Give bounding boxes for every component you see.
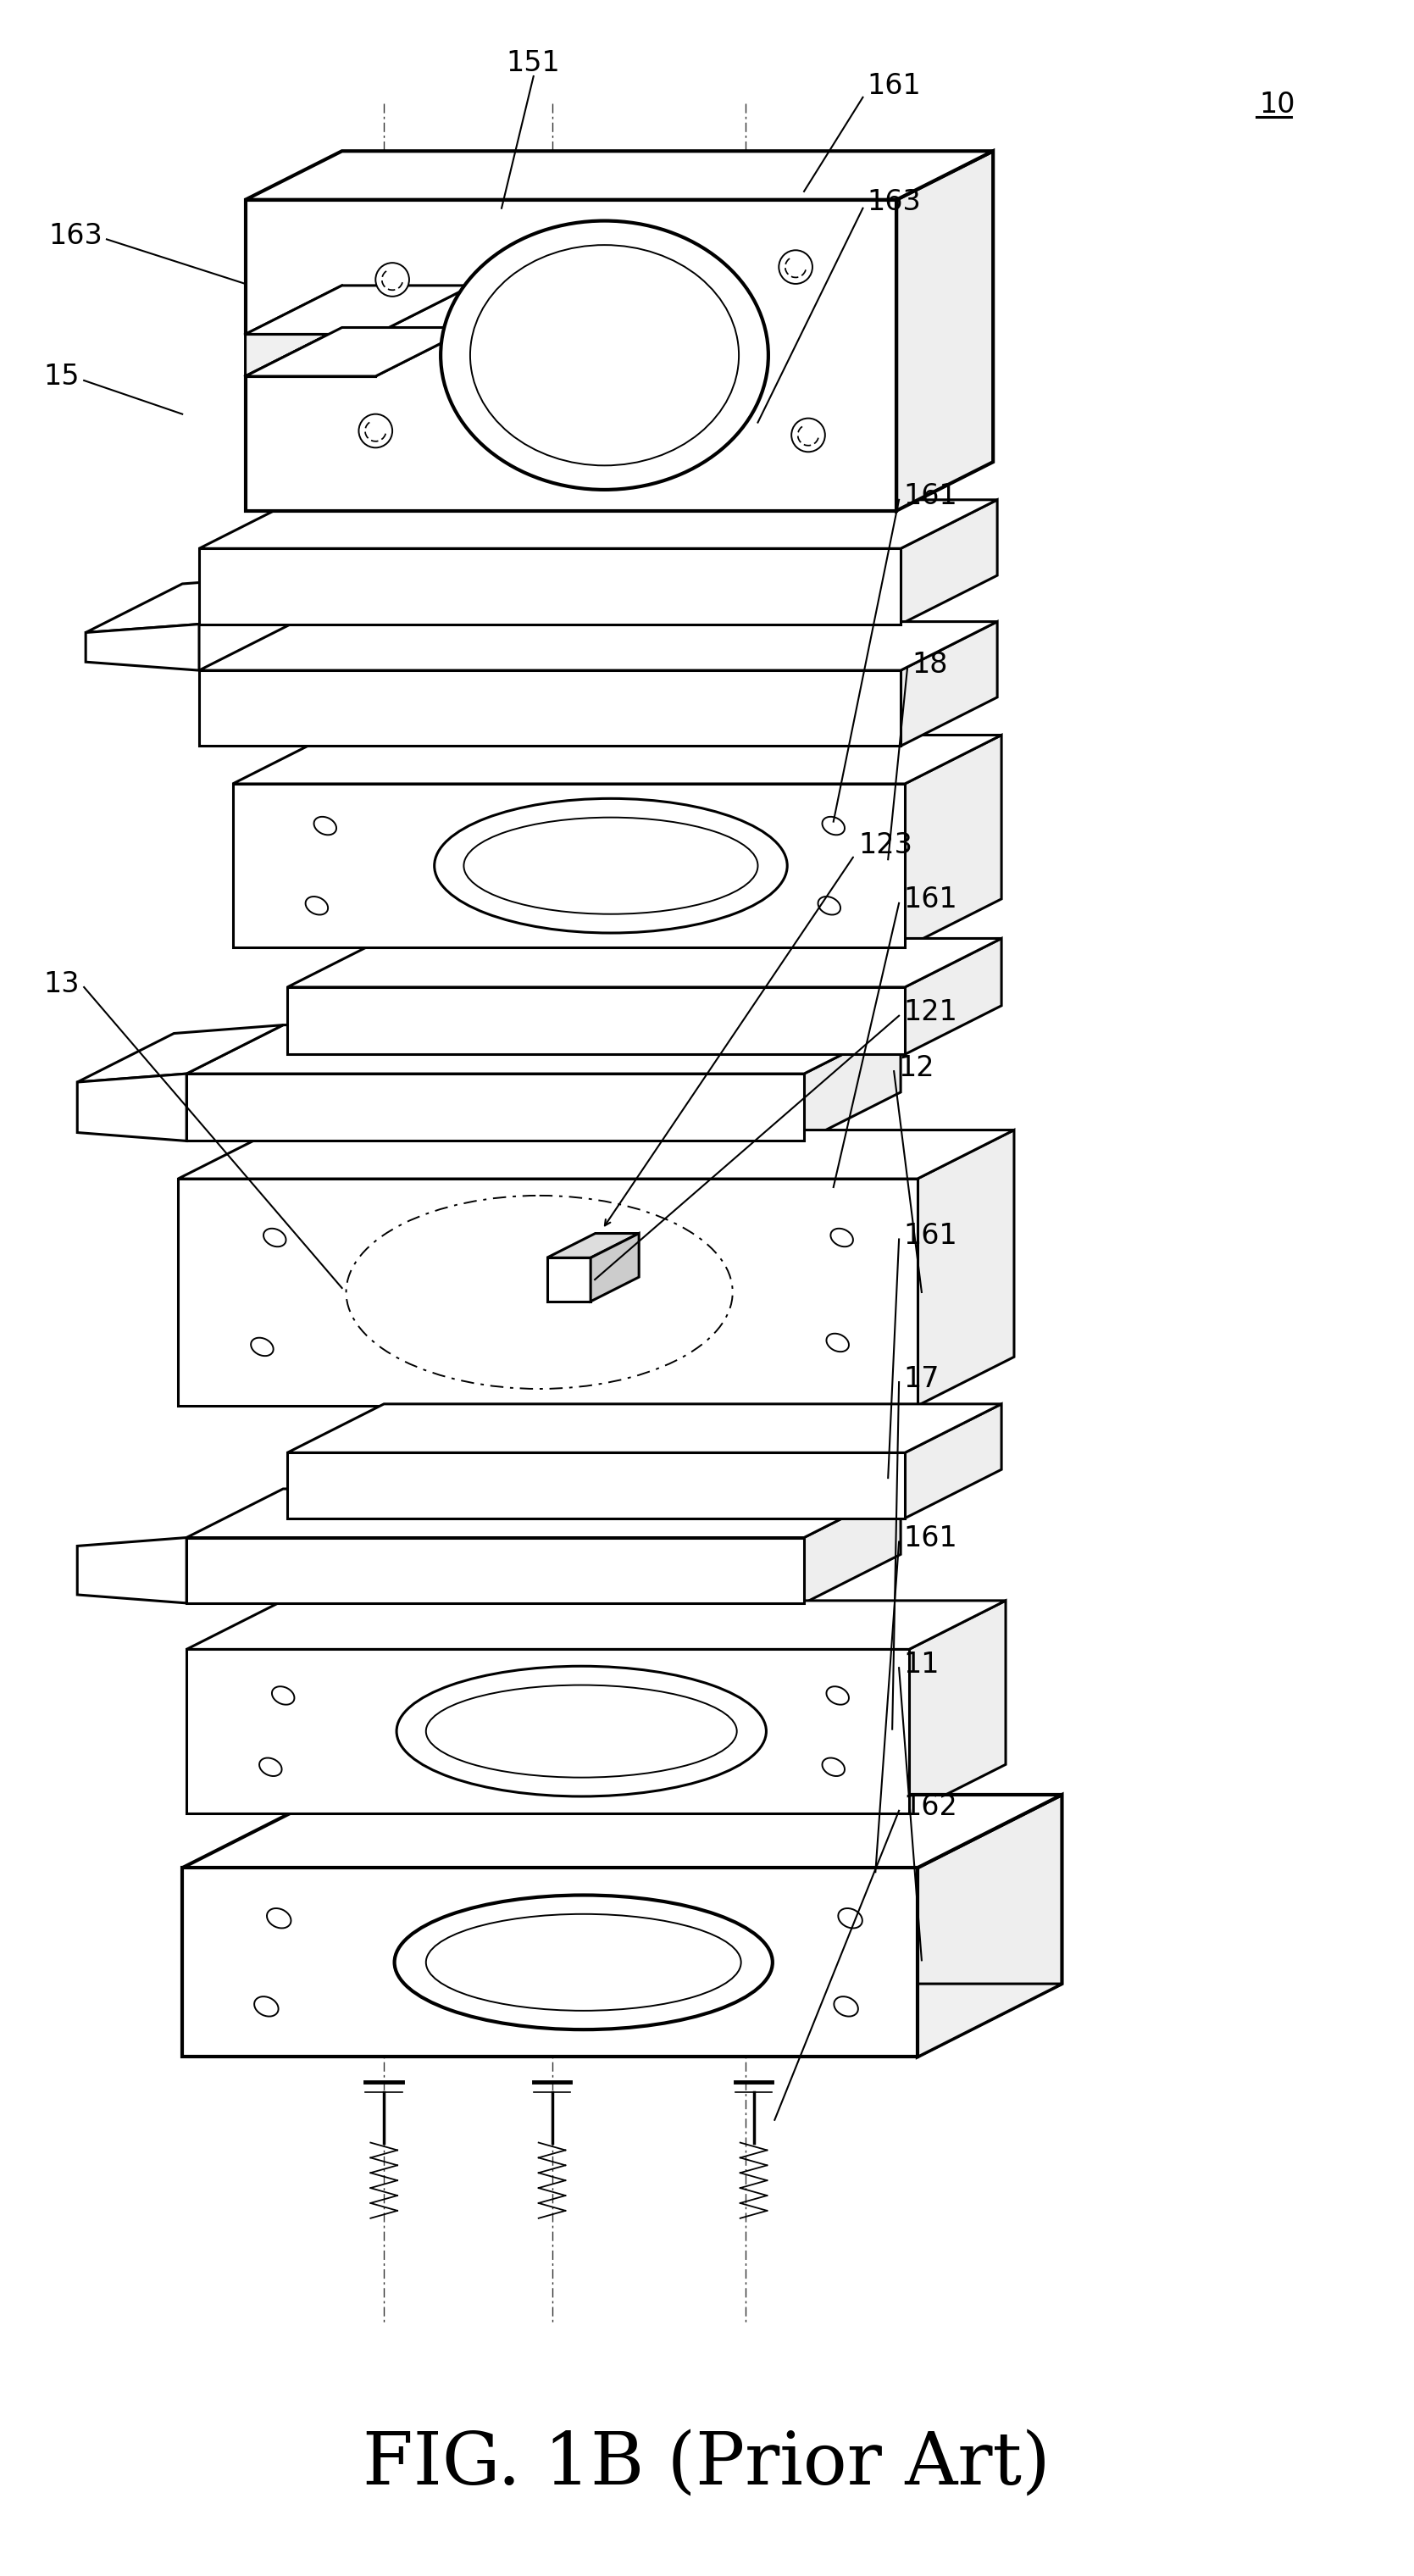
Polygon shape xyxy=(901,621,997,747)
Circle shape xyxy=(359,415,392,448)
Polygon shape xyxy=(187,1025,901,1074)
Polygon shape xyxy=(86,623,199,670)
Ellipse shape xyxy=(263,1229,286,1247)
Text: 163: 163 xyxy=(48,222,102,250)
Ellipse shape xyxy=(839,1909,863,1929)
Polygon shape xyxy=(246,327,472,376)
Text: 162: 162 xyxy=(904,1793,957,1821)
Circle shape xyxy=(792,417,824,451)
Ellipse shape xyxy=(267,1909,291,1929)
Polygon shape xyxy=(918,1131,1014,1406)
Polygon shape xyxy=(918,1795,1062,2056)
Ellipse shape xyxy=(395,1896,772,2030)
Polygon shape xyxy=(187,1489,901,1538)
Polygon shape xyxy=(591,1234,639,1301)
Polygon shape xyxy=(182,1984,1062,2056)
Text: 18: 18 xyxy=(912,652,947,677)
Polygon shape xyxy=(78,1074,187,1141)
Polygon shape xyxy=(901,500,997,623)
Ellipse shape xyxy=(314,817,337,835)
Polygon shape xyxy=(182,1795,1062,1868)
Ellipse shape xyxy=(819,896,840,914)
Text: 161: 161 xyxy=(904,1221,957,1249)
Polygon shape xyxy=(287,1453,905,1517)
Polygon shape xyxy=(246,286,342,376)
Ellipse shape xyxy=(305,896,328,914)
Text: 11: 11 xyxy=(904,1651,939,1680)
Text: 17: 17 xyxy=(904,1365,939,1394)
Text: 123: 123 xyxy=(858,832,913,860)
Polygon shape xyxy=(287,938,1001,987)
Ellipse shape xyxy=(830,1229,853,1247)
Text: 161: 161 xyxy=(867,72,921,100)
Polygon shape xyxy=(178,1180,918,1406)
Polygon shape xyxy=(287,1404,1001,1453)
Polygon shape xyxy=(246,152,993,201)
Ellipse shape xyxy=(822,817,844,835)
Text: 161: 161 xyxy=(904,482,957,510)
Text: 13: 13 xyxy=(44,969,79,997)
Polygon shape xyxy=(233,734,1001,783)
Polygon shape xyxy=(187,1649,909,1814)
Polygon shape xyxy=(199,670,901,747)
Polygon shape xyxy=(187,1538,805,1602)
Ellipse shape xyxy=(255,1996,279,2017)
Ellipse shape xyxy=(259,1757,281,1775)
Polygon shape xyxy=(246,286,472,335)
Polygon shape xyxy=(199,500,997,549)
Polygon shape xyxy=(246,201,896,510)
Text: 161: 161 xyxy=(904,886,957,914)
Text: 121: 121 xyxy=(904,999,957,1025)
Text: FIG. 1B (Prior Art): FIG. 1B (Prior Art) xyxy=(363,2429,1051,2499)
Text: 15: 15 xyxy=(44,363,79,389)
Polygon shape xyxy=(199,621,997,670)
Polygon shape xyxy=(909,1600,1005,1814)
Ellipse shape xyxy=(271,1687,294,1705)
Polygon shape xyxy=(233,783,905,948)
Ellipse shape xyxy=(834,1996,858,2017)
Polygon shape xyxy=(78,1025,283,1082)
Polygon shape xyxy=(178,1131,1014,1180)
Polygon shape xyxy=(86,574,296,634)
Polygon shape xyxy=(187,1074,805,1141)
Text: 163: 163 xyxy=(867,188,921,216)
Text: 161: 161 xyxy=(904,1525,957,1553)
Polygon shape xyxy=(547,1234,639,1257)
Ellipse shape xyxy=(441,222,768,489)
Polygon shape xyxy=(905,734,1001,948)
Ellipse shape xyxy=(250,1337,273,1355)
Polygon shape xyxy=(187,1600,1005,1649)
Ellipse shape xyxy=(434,799,788,933)
Polygon shape xyxy=(905,938,1001,1054)
Polygon shape xyxy=(805,1025,901,1141)
Polygon shape xyxy=(905,1404,1001,1517)
Polygon shape xyxy=(182,1868,918,2056)
Text: 151: 151 xyxy=(506,49,560,77)
Polygon shape xyxy=(287,987,905,1054)
Polygon shape xyxy=(78,1538,187,1602)
Polygon shape xyxy=(199,549,901,623)
Ellipse shape xyxy=(822,1757,844,1775)
Ellipse shape xyxy=(826,1687,848,1705)
Ellipse shape xyxy=(396,1667,766,1795)
Polygon shape xyxy=(896,152,993,510)
Polygon shape xyxy=(805,1489,901,1602)
Polygon shape xyxy=(547,1257,591,1301)
Circle shape xyxy=(779,250,813,283)
Text: 12: 12 xyxy=(898,1054,935,1082)
Circle shape xyxy=(376,263,409,296)
Ellipse shape xyxy=(826,1334,848,1352)
Text: 10: 10 xyxy=(1260,90,1295,118)
